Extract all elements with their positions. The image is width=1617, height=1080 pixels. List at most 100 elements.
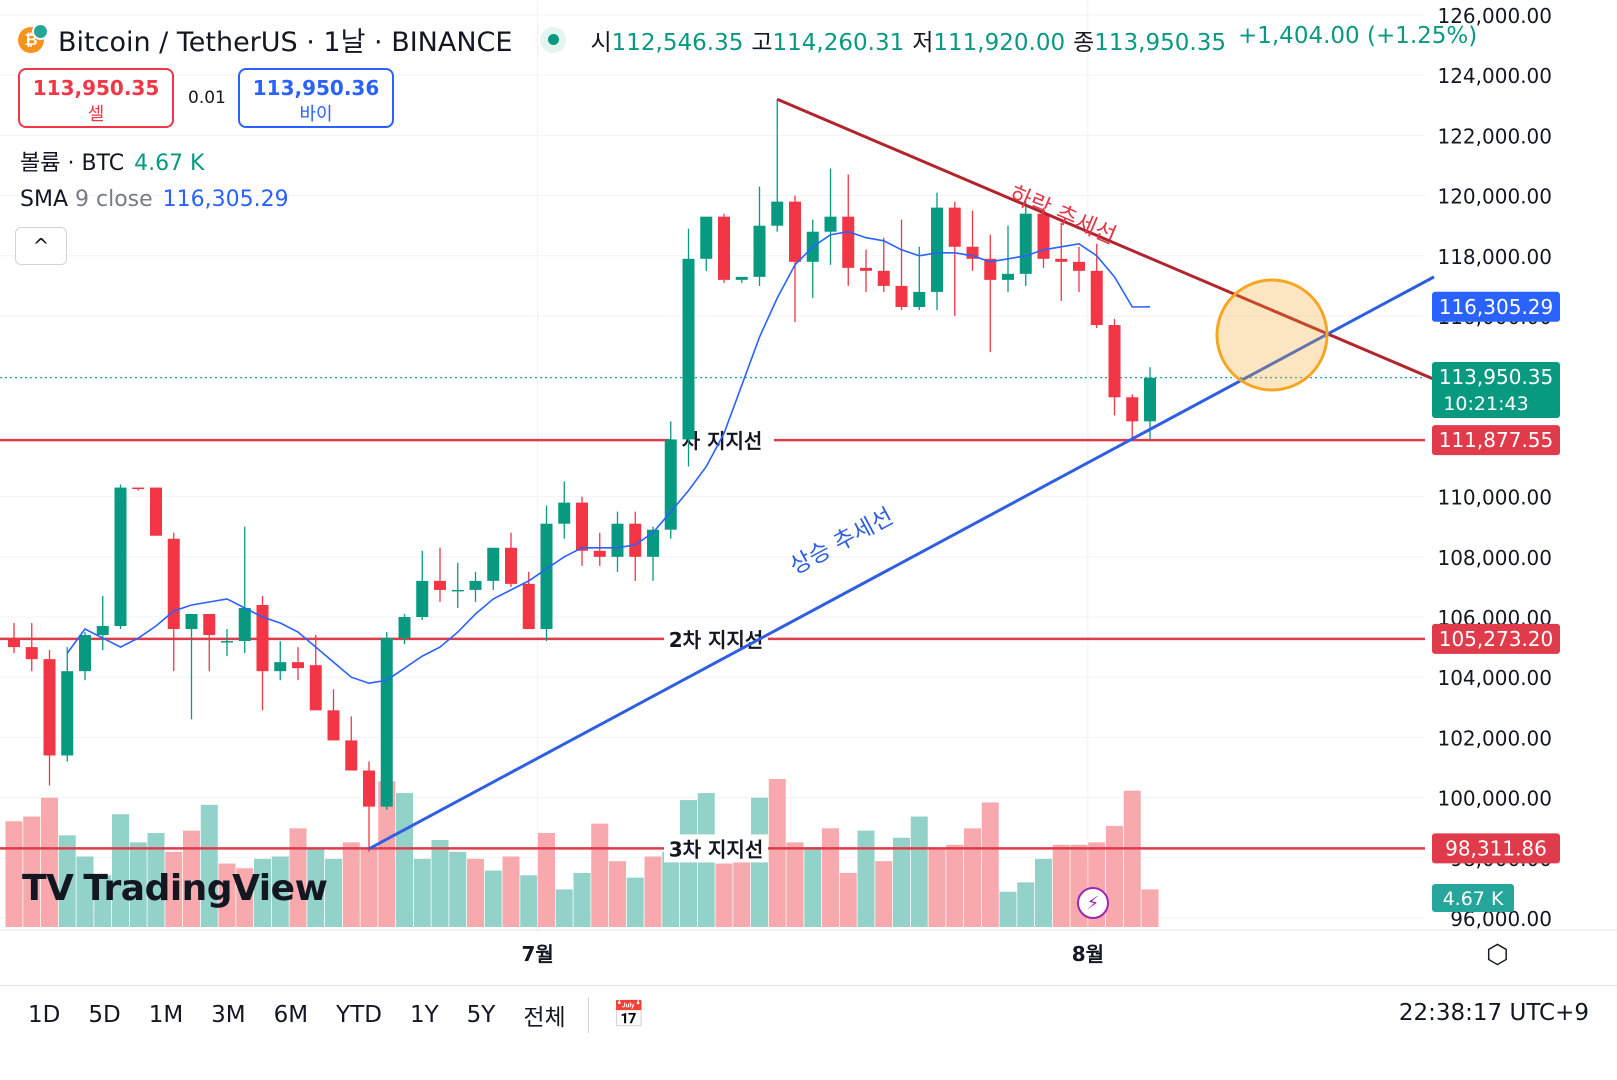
support-price-tag-text: 98,311.86: [1445, 836, 1547, 860]
price-axis-tick: 108,000.00: [1437, 546, 1552, 570]
candle: [736, 277, 748, 283]
volume-bar: [804, 847, 821, 927]
candle: [1055, 223, 1067, 301]
lightning-icon[interactable]: ⚡: [1077, 887, 1109, 919]
range-1m[interactable]: 1M: [149, 1002, 183, 1028]
candle-body: [612, 524, 624, 557]
tradingview-wordmark: TradingView: [83, 868, 327, 909]
sma-legend[interactable]: SMA 9 close 116,305.29: [20, 187, 289, 212]
volume-bar: [716, 864, 733, 927]
range-1d[interactable]: 1D: [28, 1002, 60, 1028]
candle: [292, 647, 304, 680]
volume-bar: [343, 842, 360, 927]
candle: [150, 488, 162, 536]
candle-body: [328, 710, 340, 740]
candle-body: [434, 581, 446, 590]
candle-body: [381, 638, 393, 807]
candle: [328, 689, 340, 740]
candle: [61, 647, 73, 761]
volume-bar: [520, 875, 537, 927]
market-status-icon[interactable]: [540, 27, 566, 53]
candle: [363, 761, 375, 851]
last-price-text: 113,950.35: [1439, 365, 1554, 389]
axis-settings-icon[interactable]: ⬡: [1486, 940, 1509, 970]
intersection-highlight: [1217, 280, 1327, 390]
candlesticks: [8, 99, 1156, 852]
support-label: 2차 지지선: [669, 628, 763, 652]
volume-bar: [414, 859, 431, 927]
volume-bar: [875, 861, 892, 927]
candle: [274, 641, 286, 680]
candle-body: [221, 641, 233, 643]
candle-body: [1055, 259, 1067, 262]
candle-body: [115, 488, 127, 626]
candle: [345, 716, 357, 770]
candle: [79, 632, 91, 680]
candle-body: [292, 662, 304, 668]
sma-price-tag-text: 116,305.29: [1439, 295, 1554, 319]
candle: [470, 572, 482, 602]
candle-body: [487, 548, 499, 581]
range-6m[interactable]: 6M: [274, 1002, 308, 1028]
volume-bar: [893, 838, 910, 927]
candle: [257, 596, 269, 710]
candle: [8, 623, 20, 653]
range-5y[interactable]: 5Y: [467, 1002, 496, 1028]
range-1y[interactable]: 1Y: [410, 1002, 439, 1028]
sell-price: 113,950.35: [20, 76, 172, 100]
candle: [949, 202, 961, 316]
volume-tag: 4.67 K: [1432, 884, 1514, 912]
range-ytd[interactable]: YTD: [336, 1002, 382, 1028]
candle-body: [736, 277, 748, 280]
symbol-header[interactable]: ₿ Bitcoin / TetherUS · 1날 · BINANCE 시112…: [18, 20, 1477, 59]
range-5d[interactable]: 5D: [88, 1002, 120, 1028]
volume-bar: [946, 845, 963, 927]
candle-body: [416, 581, 428, 617]
candle: [168, 533, 180, 671]
buy-button[interactable]: 113,950.36 바이: [238, 68, 394, 128]
candle: [842, 175, 854, 286]
candle: [381, 632, 393, 810]
candle: [487, 548, 499, 590]
candle: [1073, 247, 1085, 292]
sma-price-tag: 116,305.29: [1432, 292, 1560, 322]
range-all[interactable]: 전체: [523, 998, 565, 1032]
candle-body: [505, 548, 517, 584]
high-value: 114,260.31: [773, 30, 905, 56]
volume-bar: [556, 889, 573, 927]
candle-body: [97, 626, 109, 635]
low-value: 111,920.00: [933, 30, 1065, 56]
sell-button[interactable]: 113,950.35 셀: [18, 68, 174, 128]
up-trend-label: 상승 추세선: [786, 504, 898, 580]
price-axis-tick: 110,000.00: [1437, 486, 1552, 510]
range-3m[interactable]: 3M: [211, 1002, 245, 1028]
candle: [967, 211, 979, 271]
candle-body: [79, 635, 91, 671]
candle: [505, 533, 517, 587]
candle-body: [647, 530, 659, 557]
candle-body: [842, 217, 854, 268]
calendar-range-icon[interactable]: 📅: [613, 1000, 645, 1030]
price-axis-tick: 104,000.00: [1437, 666, 1552, 690]
volume-legend[interactable]: 볼륨 · BTC 4.67 K: [20, 145, 204, 177]
volume-bar: [911, 817, 928, 927]
close-label: 종: [1073, 30, 1094, 56]
candle: [203, 614, 215, 671]
support-price-tag-text: 111,877.55: [1439, 428, 1554, 452]
clock-time[interactable]: 22:38:17 UTC+9: [1399, 1000, 1589, 1026]
volume-bar: [1000, 892, 1017, 927]
symbol-title[interactable]: Bitcoin / TetherUS · 1날 · BINANCE: [58, 20, 512, 59]
support-label: 3차 지지선: [669, 837, 763, 861]
candle: [754, 187, 766, 286]
volume-bar: [964, 828, 981, 927]
candle-body: [452, 590, 464, 592]
candle: [558, 482, 570, 539]
candle: [807, 220, 819, 298]
candle-body: [150, 488, 162, 536]
tradingview-logo[interactable]: TV TradingView: [22, 868, 327, 909]
candle-body: [1002, 274, 1014, 280]
collapse-legend-button[interactable]: ^: [15, 227, 67, 265]
volume-bar: [609, 861, 626, 927]
candle-body: [523, 584, 535, 629]
